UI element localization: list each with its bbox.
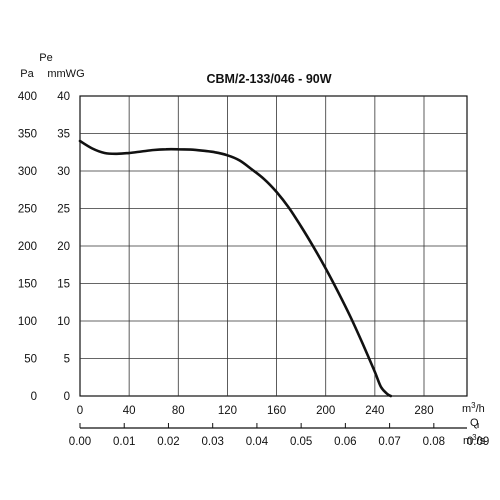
grid	[80, 96, 467, 396]
x-unit-m3s: m3/s	[463, 433, 486, 447]
y-tick-label-pa: 50	[24, 354, 37, 366]
x-tick-label-m3s: 0.04	[246, 436, 269, 448]
x-tick-label-m3s: 0.02	[157, 436, 179, 448]
y-tick-label-pa: 350	[18, 129, 37, 141]
y-tick-label-mmwg: 15	[57, 279, 70, 291]
y-tick-label-mmwg: 5	[64, 354, 70, 366]
x-tick-label-m3s: 0.06	[334, 436, 356, 448]
x-axis-label-q: Q	[470, 417, 479, 429]
y-tick-labels: 0 0 5 50 10 100 15 150 20 200 25 250 30 300 35 350 40 400	[18, 91, 70, 403]
x-tick-label-m3h: 280	[414, 405, 433, 417]
x-tick-label-m3h: 160	[267, 405, 286, 417]
y-axis-label-pa: Pa	[20, 68, 34, 80]
x-tick-label-m3s: 0.08	[423, 436, 445, 448]
x-tick-label-m3s: 0.05	[290, 436, 312, 448]
y-tick-label-mmwg: 30	[57, 166, 70, 178]
x-unit-m3h: m3/h	[462, 401, 485, 415]
y-tick-label-mmwg: 20	[57, 241, 70, 253]
x-tick-label-m3s: 0.09	[467, 436, 489, 448]
y-axis-label-pe: Pe	[39, 52, 52, 64]
x-tick-label-m3s: 0.00	[69, 436, 91, 448]
series-line-pressure-curve	[78, 139, 393, 398]
y-tick-label-mmwg: 40	[57, 91, 70, 103]
y-tick-label-mmwg: 25	[57, 204, 70, 216]
x-tick-label-m3h: 240	[365, 405, 384, 417]
y-axis-label-mmwg: mmWG	[47, 68, 84, 80]
y-tick-label-mmwg: 0	[64, 391, 70, 403]
x-tick-label-m3h: 120	[218, 405, 237, 417]
y-tick-label-mmwg: 35	[57, 129, 70, 141]
y-tick-label-pa: 100	[18, 316, 37, 328]
secondary-x-tick-labels: 0.00 0.01 0.02 0.03 0.04 0.05 0.06 0.07 0.08 0.09	[69, 423, 489, 448]
y-tick-label-pa: 400	[18, 91, 37, 103]
x-tick-label-m3s: 0.01	[113, 436, 135, 448]
x-tick-label-m3h: 40	[123, 405, 136, 417]
chart-title: CBM/2-133/046 - 90W	[206, 72, 331, 86]
y-tick-label-pa: 200	[18, 241, 37, 253]
y-tick-label-pa: 300	[18, 166, 37, 178]
y-tick-label-pa: 150	[18, 279, 37, 291]
y-tick-label-mmwg: 10	[57, 316, 70, 328]
x-tick-label-m3h: 200	[316, 405, 335, 417]
x-tick-label-m3h: 0	[77, 405, 83, 417]
x-tick-labels: 0 40 80 120 160 200 240 280	[77, 405, 434, 417]
y-tick-label-pa: 250	[18, 204, 37, 216]
x-tick-label-m3s: 0.07	[378, 436, 400, 448]
x-tick-label-m3h: 80	[172, 405, 185, 417]
y-tick-label-pa: 0	[31, 391, 37, 403]
x-tick-label-m3s: 0.03	[201, 436, 223, 448]
